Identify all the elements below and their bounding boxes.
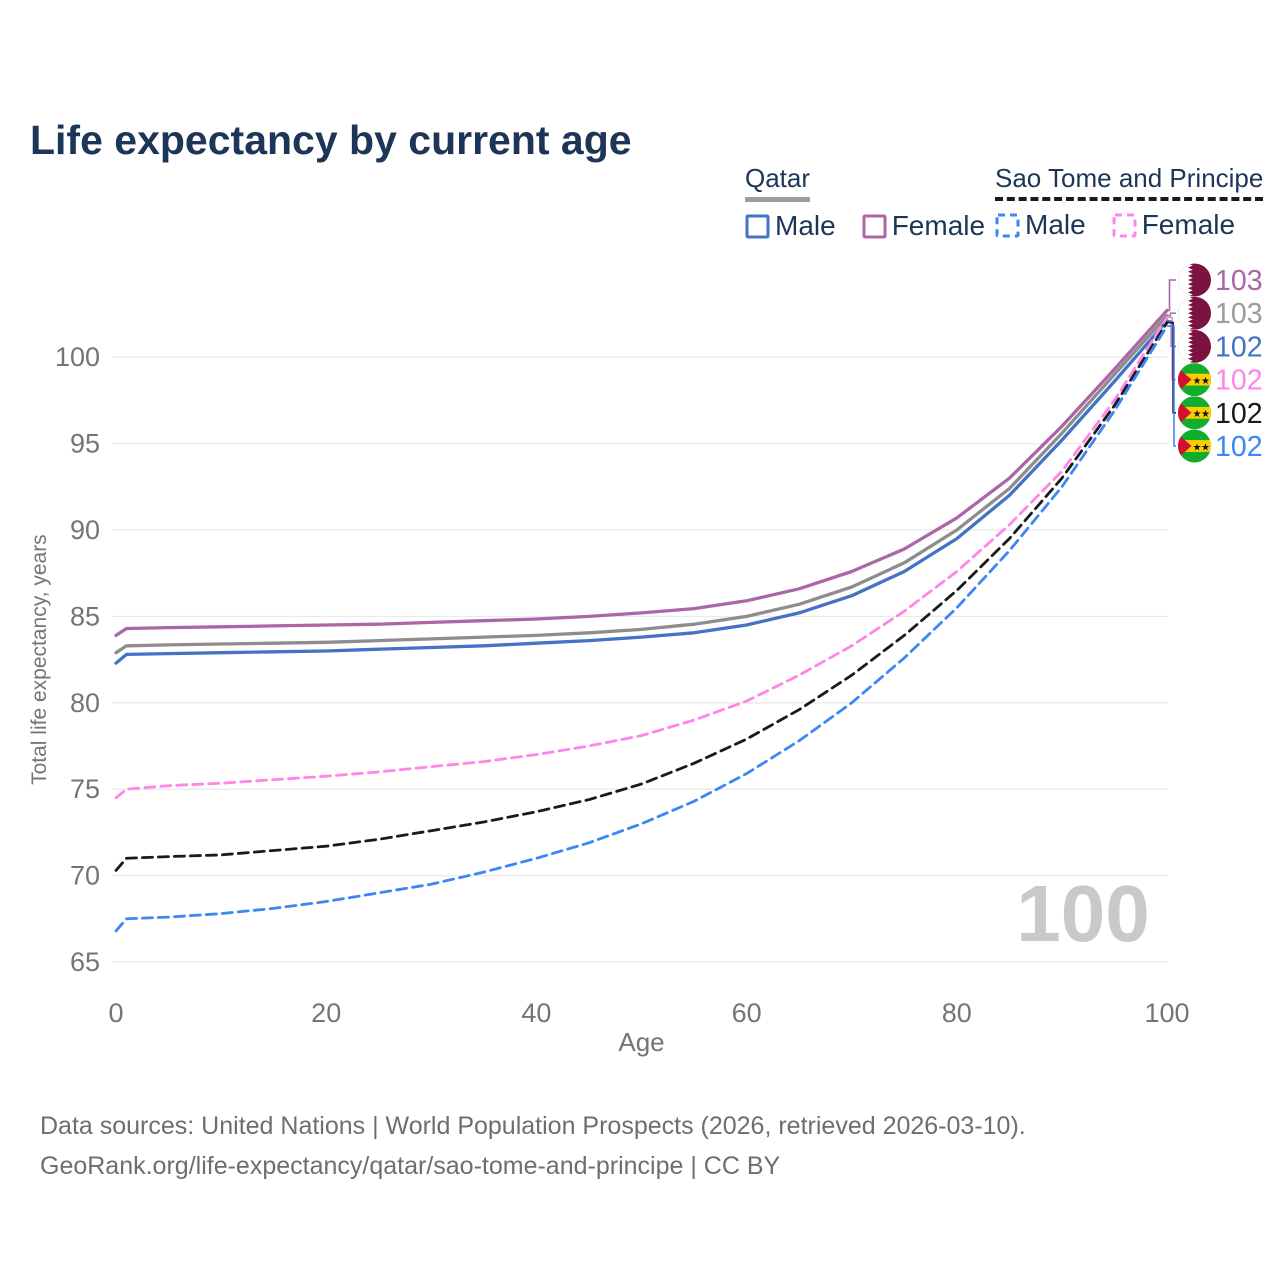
svg-text:Age: Age <box>618 1027 664 1057</box>
svg-text:75: 75 <box>70 774 100 804</box>
svg-text:70: 70 <box>70 861 100 891</box>
svg-text:103: 103 <box>1215 298 1263 330</box>
page-title: Life expectancy by current age <box>30 117 632 164</box>
svg-text:103: 103 <box>1215 265 1263 297</box>
stp-female-swatch-icon <box>1112 213 1137 237</box>
legend-item-label: Male <box>775 210 836 241</box>
sao-tome-flag-icon: ★ ★ <box>1178 363 1211 397</box>
svg-text:95: 95 <box>70 429 100 459</box>
legend-item-stp-female[interactable]: Female <box>1112 209 1235 241</box>
svg-text:0: 0 <box>108 998 123 1028</box>
svg-text:★: ★ <box>1201 442 1210 453</box>
svg-text:★: ★ <box>1201 376 1210 387</box>
svg-text:100: 100 <box>55 342 100 372</box>
sao-tome-flag-icon: ★ ★ <box>1178 429 1211 463</box>
svg-text:Total life expectancy, years: Total life expectancy, years <box>28 534 51 785</box>
svg-text:85: 85 <box>70 601 100 631</box>
svg-text:90: 90 <box>70 515 100 545</box>
legend-group-qatar: Qatar Male Female <box>745 163 985 242</box>
svg-text:100: 100 <box>1144 998 1189 1028</box>
svg-text:80: 80 <box>942 998 972 1028</box>
footer-data-sources: Data sources: United Nations | World Pop… <box>40 1112 1026 1140</box>
svg-text:★: ★ <box>1193 442 1202 453</box>
qatar-flag-icon <box>1178 263 1211 297</box>
svg-text:40: 40 <box>521 998 551 1028</box>
svg-text:★: ★ <box>1193 409 1202 420</box>
qatar-female-swatch-icon <box>862 214 887 238</box>
sao-tome-flag-icon: ★ ★ <box>1178 396 1211 430</box>
svg-text:80: 80 <box>70 688 100 718</box>
svg-text:102: 102 <box>1215 365 1263 397</box>
legend-group-qatar-title: Qatar <box>745 163 811 202</box>
qatar-flag-icon <box>1178 329 1211 363</box>
legend-item-qatar-male[interactable]: Male <box>745 210 836 242</box>
svg-text:100: 100 <box>1016 869 1149 958</box>
legend-item-label: Female <box>891 210 986 241</box>
footer: Data sources: United Nations | World Pop… <box>40 1106 1026 1186</box>
svg-text:★: ★ <box>1201 409 1210 420</box>
legend-group-sao-tome: Sao Tome and Principe Male Female <box>995 163 1264 241</box>
legend-group-sao-tome-title: Sao Tome and Principe <box>995 163 1264 201</box>
svg-text:102: 102 <box>1215 431 1263 463</box>
svg-text:60: 60 <box>732 998 762 1028</box>
legend-item-stp-male[interactable]: Male <box>995 209 1086 241</box>
svg-text:65: 65 <box>70 947 100 977</box>
qatar-male-swatch-icon <box>745 214 770 238</box>
stp-male-swatch-icon <box>995 213 1020 237</box>
footer-attribution: GeoRank.org/life-expectancy/qatar/sao-to… <box>40 1152 781 1180</box>
svg-text:20: 20 <box>311 998 341 1028</box>
svg-text:102: 102 <box>1215 398 1263 430</box>
legend-item-qatar-female[interactable]: Female <box>862 210 985 242</box>
svg-text:102: 102 <box>1215 331 1263 363</box>
svg-text:★: ★ <box>1193 376 1202 387</box>
legend-item-label: Female <box>1141 209 1236 240</box>
qatar-flag-icon <box>1178 296 1211 330</box>
legend-item-label: Male <box>1025 209 1086 240</box>
